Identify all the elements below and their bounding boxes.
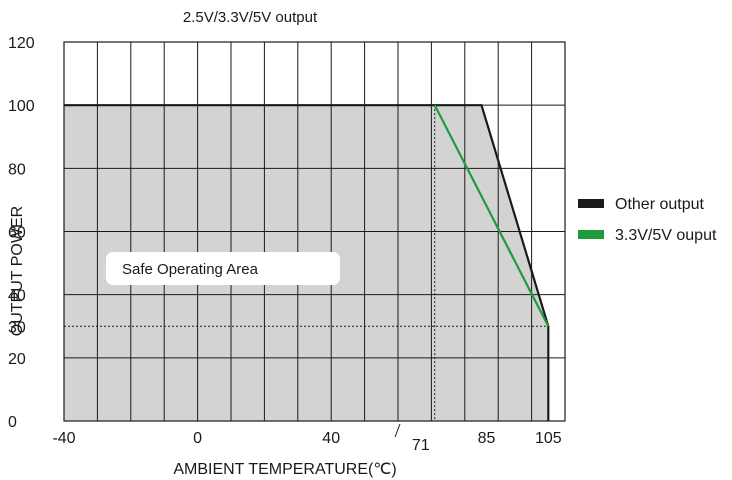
legend-label-other-output: Other output (615, 196, 705, 213)
legend: Other output 3.3V/5V ouput (578, 196, 717, 244)
safe-area-label-box (106, 252, 340, 285)
y-tick-label: 60 (8, 225, 26, 242)
x-tick-label: 40 (322, 430, 340, 447)
x-tick-label: -40 (52, 430, 75, 447)
y-tick-label: 0 (8, 414, 17, 431)
series-line-1 (433, 104, 550, 327)
y-tick-label: 80 (8, 161, 26, 178)
legend-swatch-3v3-5v-output (578, 230, 604, 239)
legend-label-3v3-5v-output: 3.3V/5V ouput (615, 227, 717, 244)
series (64, 104, 550, 421)
safe-area-label: Safe Operating Area (122, 261, 259, 278)
tick-71-leader (394, 423, 401, 438)
y-axis-label: OUTPUT POWER (9, 206, 26, 336)
y-tick-label: 120 (8, 35, 35, 52)
reference-lines (64, 105, 549, 421)
chart-title: 2.5V/3.3V/5V output (183, 9, 318, 26)
y-tick-labels: 0 20 30 40 60 80 100 120 (8, 35, 35, 431)
plot-frame (63, 41, 566, 422)
x-tick-labels: -40 0 40 71 85 105 (52, 430, 561, 454)
x-axis-label: AMBIENT TEMPERATURE(℃) (173, 461, 396, 478)
y-tick-label: 30 (8, 319, 26, 336)
y-tick-label: 40 (8, 288, 26, 305)
y-tick-label: 20 (8, 351, 26, 368)
safe-area-annotation: Safe Operating Area (106, 252, 340, 285)
x-tick-label: 105 (535, 430, 562, 447)
x-tick-label: 71 (412, 437, 430, 454)
x-tick-label: 0 (193, 430, 202, 447)
y-tick-label: 100 (8, 98, 35, 115)
series-line-0 (64, 104, 550, 421)
x-tick-label: 85 (478, 430, 496, 447)
legend-swatch-other-output (578, 199, 604, 208)
